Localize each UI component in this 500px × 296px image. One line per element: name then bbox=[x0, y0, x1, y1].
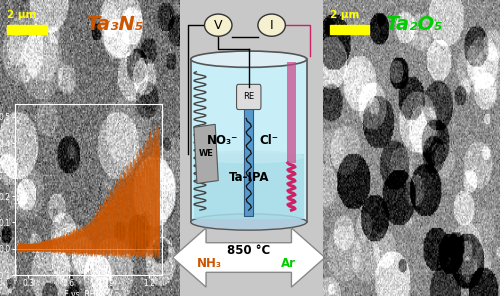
Bar bbox=[191, 59, 306, 222]
Bar bbox=[7, 25, 47, 34]
X-axis label: E vs. RHE / V: E vs. RHE / V bbox=[64, 290, 113, 296]
Ellipse shape bbox=[258, 14, 285, 36]
Ellipse shape bbox=[191, 51, 306, 67]
Text: Ar: Ar bbox=[281, 257, 296, 270]
Text: NO₃⁻: NO₃⁻ bbox=[207, 134, 238, 147]
Ellipse shape bbox=[194, 150, 304, 163]
Text: 850 °C: 850 °C bbox=[227, 244, 270, 257]
Text: 2 μm: 2 μm bbox=[7, 10, 36, 20]
Bar bbox=[330, 25, 368, 34]
Text: WE: WE bbox=[198, 149, 214, 158]
Text: NH₃: NH₃ bbox=[196, 257, 222, 270]
Text: 2 μm: 2 μm bbox=[330, 10, 359, 20]
Text: Ta-IPA: Ta-IPA bbox=[228, 171, 269, 184]
Text: V: V bbox=[214, 19, 222, 32]
Text: Ta₃N₅: Ta₃N₅ bbox=[86, 15, 144, 34]
Ellipse shape bbox=[191, 214, 306, 230]
Ellipse shape bbox=[204, 14, 232, 36]
Text: Ta₂O₅: Ta₂O₅ bbox=[384, 15, 442, 34]
Text: I: I bbox=[270, 19, 274, 32]
Text: Cl⁻: Cl⁻ bbox=[259, 134, 278, 147]
Polygon shape bbox=[194, 124, 218, 184]
FancyBboxPatch shape bbox=[236, 84, 261, 110]
Bar bbox=[287, 62, 296, 163]
Bar bbox=[244, 104, 254, 216]
Bar bbox=[194, 154, 304, 219]
Text: RE: RE bbox=[243, 92, 254, 102]
Polygon shape bbox=[172, 228, 325, 287]
